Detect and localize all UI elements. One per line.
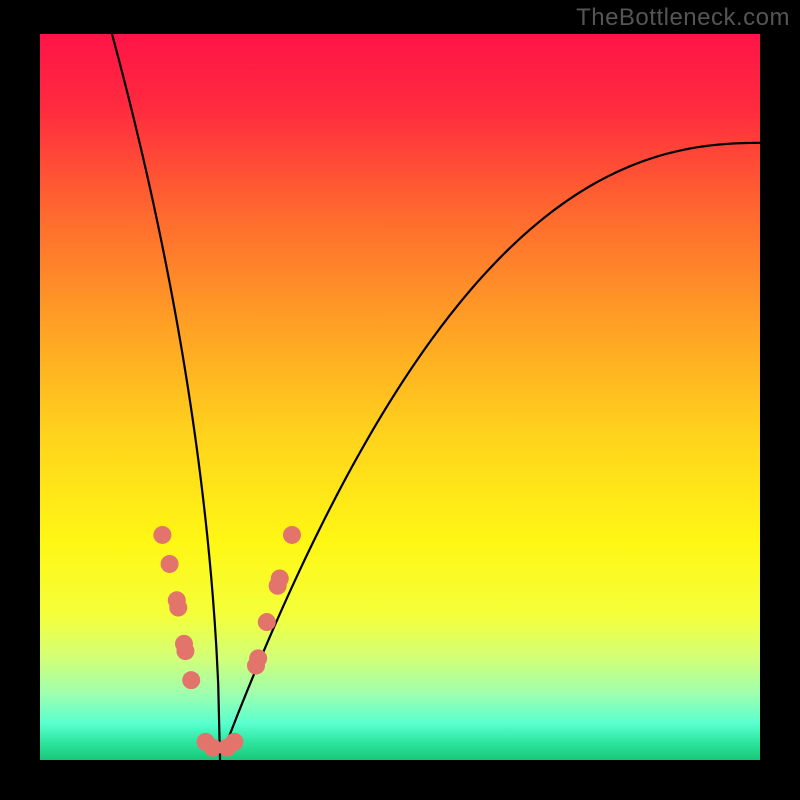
data-marker (258, 613, 276, 631)
curve-layer (40, 34, 760, 760)
data-marker (176, 642, 194, 660)
data-marker (182, 671, 200, 689)
data-marker (249, 649, 267, 667)
data-marker (283, 526, 301, 544)
data-marker (153, 526, 171, 544)
data-marker (271, 570, 289, 588)
chart-frame: TheBottleneck.com (0, 0, 800, 800)
plot-area (40, 34, 760, 760)
marker-group (153, 526, 301, 757)
watermark-text: TheBottleneck.com (576, 4, 790, 32)
data-marker (169, 599, 187, 617)
bottleneck-curve (112, 34, 760, 760)
data-marker (225, 733, 243, 751)
data-marker (161, 555, 179, 573)
